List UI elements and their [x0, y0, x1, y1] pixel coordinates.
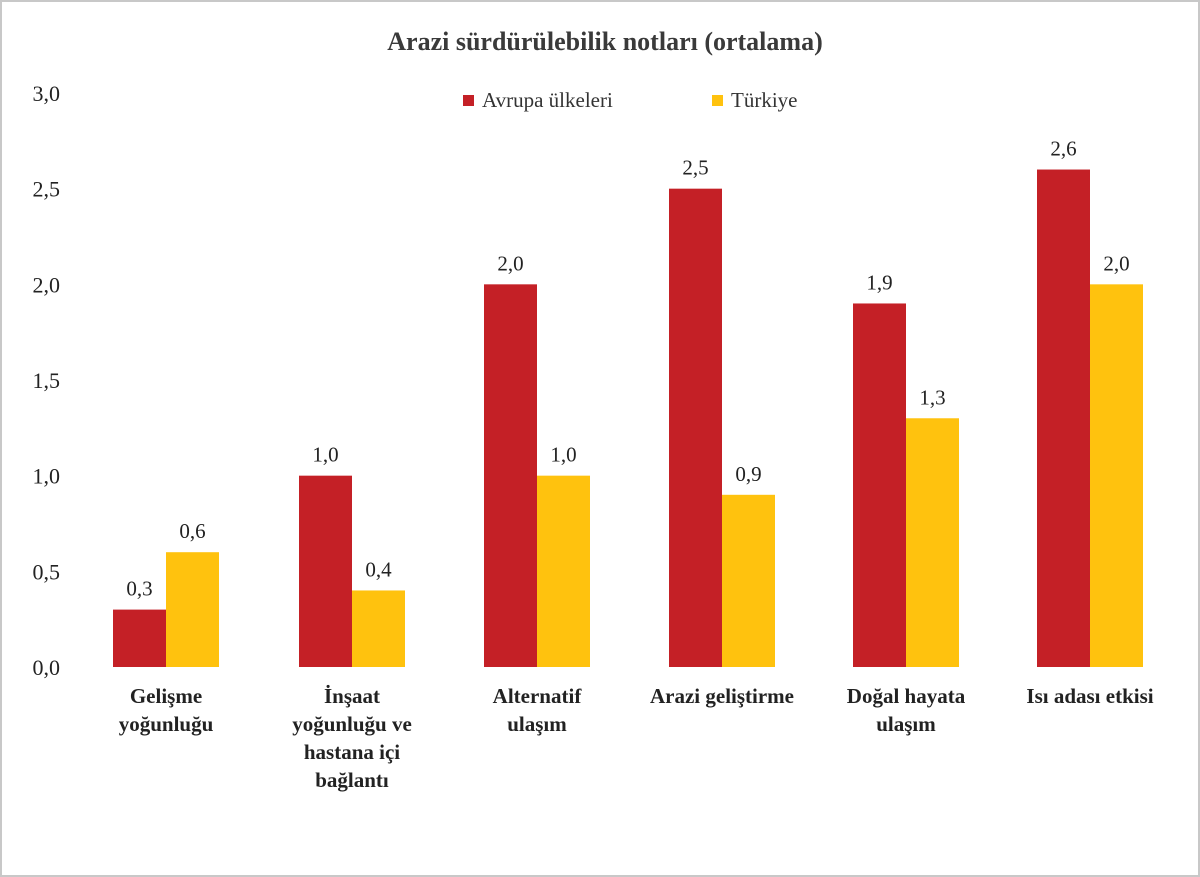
legend-swatch	[463, 95, 474, 106]
legend-label: Türkiye	[731, 88, 797, 112]
category-labels: Gelişme yoğunluğu İnşaat yoğunluğu ve hastan…	[119, 684, 1154, 792]
category-label: Isı adası etkisi	[1026, 684, 1153, 708]
data-label: 2,5	[682, 156, 708, 180]
category-label: Arazi geliştirme	[650, 684, 794, 708]
bar-turkiye	[352, 590, 405, 667]
data-labels: 0,3 1,0 2,0 2,5 1,9 2,6 0,6 0,4 1,0 0,9 1,3 2,0	[126, 137, 1129, 601]
bar-turkiye	[166, 552, 219, 667]
bar-avrupa	[299, 475, 352, 667]
data-label: 2,0	[1103, 251, 1129, 275]
bar-avrupa	[113, 609, 166, 667]
data-label: 0,6	[179, 519, 205, 543]
y-axis: 0,0 0,5 1,0 1,5 2,0 2,5 3,0	[33, 81, 61, 680]
bar-avrupa	[669, 188, 722, 667]
data-label: 1,0	[550, 443, 576, 467]
bar-turkiye	[1090, 284, 1143, 667]
data-label: 0,4	[365, 557, 392, 581]
data-label: 0,9	[735, 462, 761, 486]
data-label: 2,0	[497, 251, 523, 275]
legend: Avrupa ülkeleri Türkiye	[463, 88, 797, 112]
legend-label: Avrupa ülkeleri	[482, 88, 613, 112]
category-label: Alternatif ulaşım	[493, 684, 583, 736]
y-tick-label: 3,0	[33, 81, 61, 106]
bar-turkiye	[537, 475, 590, 667]
category-label: Gelişme yoğunluğu	[119, 684, 214, 736]
bar-turkiye	[722, 494, 775, 667]
data-label: 1,0	[312, 443, 338, 467]
y-tick-label: 2,5	[33, 177, 61, 202]
y-tick-label: 1,5	[33, 368, 61, 393]
data-label: 0,3	[126, 577, 152, 601]
y-tick-label: 1,0	[33, 464, 61, 489]
data-label: 2,6	[1050, 137, 1076, 161]
chart-title: Arazi sürdürülebilik notları (ortalama)	[387, 27, 822, 56]
y-tick-label: 0,0	[33, 655, 61, 680]
y-tick-label: 2,0	[33, 272, 61, 297]
bar-avrupa	[484, 284, 537, 667]
data-label: 1,9	[866, 270, 892, 294]
bar-avrupa	[1037, 169, 1090, 668]
category-label: Doğal hayata ulaşım	[847, 684, 966, 736]
category-label: İnşaat yoğunluğu ve hastana içi bağlantı	[292, 684, 412, 792]
bar-turkiye	[906, 418, 959, 667]
bars	[113, 169, 1143, 668]
legend-swatch	[712, 95, 723, 106]
bar-avrupa	[853, 303, 906, 667]
data-label: 1,3	[919, 385, 945, 409]
y-tick-label: 0,5	[33, 559, 61, 584]
